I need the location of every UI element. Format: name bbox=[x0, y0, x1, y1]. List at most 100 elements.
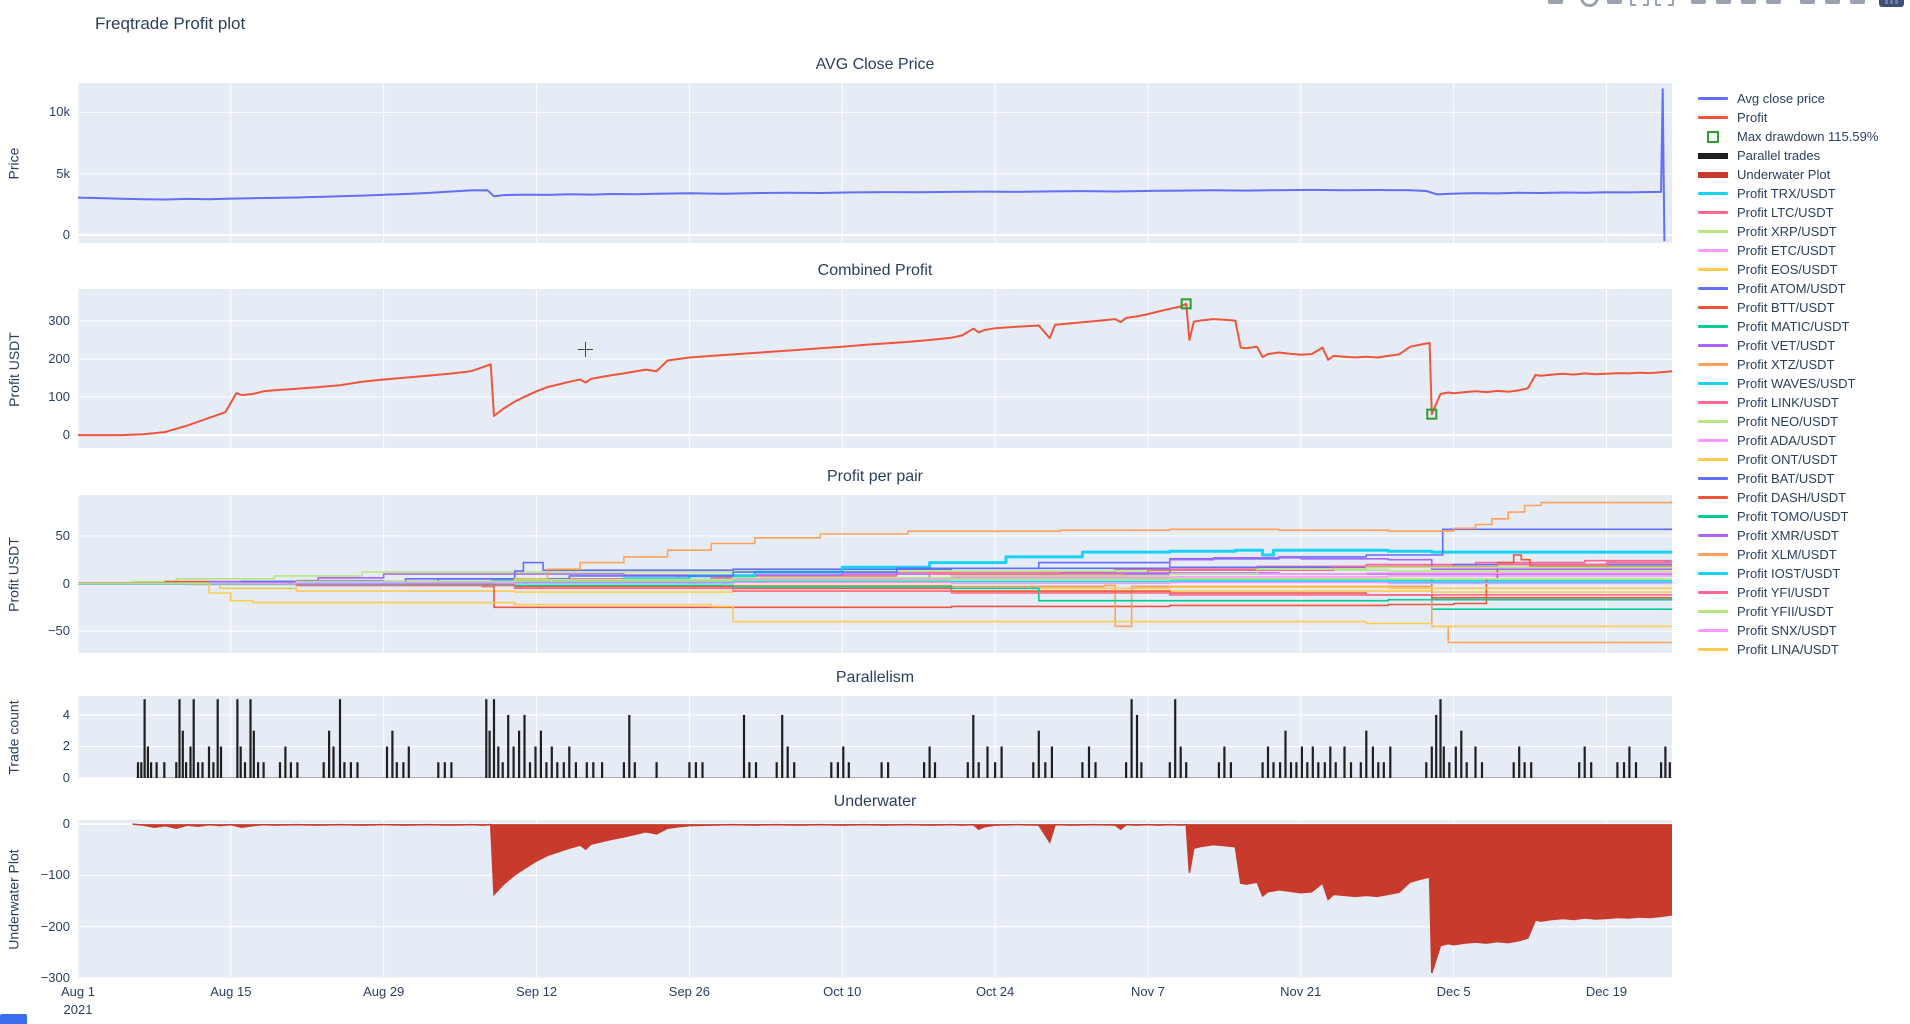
x-tick-label: Aug 15 bbox=[210, 984, 252, 999]
legend-item-profit-neo-usdt[interactable]: Profit NEO/USDT bbox=[1698, 412, 1878, 431]
legend-item-profit-xrp-usdt[interactable]: Profit XRP/USDT bbox=[1698, 222, 1878, 241]
legend-item-profit-eos-usdt[interactable]: Profit EOS/USDT bbox=[1698, 260, 1878, 279]
series-profit-xlm-usdt bbox=[78, 500, 1672, 585]
legend-line-swatch-icon bbox=[1698, 534, 1730, 537]
plot-svg-combined-profit[interactable] bbox=[78, 289, 1672, 448]
legend-item-profit-yfi-usdt[interactable]: Profit YFI/USDT bbox=[1698, 583, 1878, 602]
plot-svg-profit-per-pair[interactable] bbox=[78, 495, 1672, 653]
legend-label: Profit NEO/USDT bbox=[1737, 414, 1839, 429]
x-tick-label: Oct 24 bbox=[975, 984, 1015, 999]
y-tick-label: 300 bbox=[48, 312, 70, 328]
legend-line-swatch-icon bbox=[1698, 629, 1730, 632]
y-tick-label: −200 bbox=[40, 918, 70, 934]
legend-label: Profit VET/USDT bbox=[1737, 338, 1836, 353]
legend-item-profit-matic-usdt[interactable]: Profit MATIC/USDT bbox=[1698, 317, 1878, 336]
legend-label: Profit XRP/USDT bbox=[1737, 224, 1837, 239]
legend-item-max-drawdown-115-59[interactable]: Max drawdown 115.59% bbox=[1698, 127, 1878, 146]
plot-area-combined-profit[interactable] bbox=[78, 289, 1672, 448]
lasso-select-icon[interactable] bbox=[1652, 0, 1677, 8]
zoom-icon[interactable] bbox=[1577, 0, 1602, 8]
hover-closest-icon[interactable] bbox=[1820, 0, 1845, 8]
legend-item-profit-iost-usdt[interactable]: Profit IOST/USDT bbox=[1698, 564, 1878, 583]
legend-label: Profit IOST/USDT bbox=[1737, 566, 1841, 581]
legend-item-profit-btt-usdt[interactable]: Profit BTT/USDT bbox=[1698, 298, 1878, 317]
x-tick-label: Nov 21 bbox=[1280, 984, 1322, 999]
legend-line-swatch-icon bbox=[1698, 439, 1730, 442]
plot-area-avg-close-price[interactable] bbox=[78, 83, 1672, 243]
legend-item-profit-waves-usdt[interactable]: Profit WAVES/USDT bbox=[1698, 374, 1878, 393]
legend-item-profit[interactable]: Profit bbox=[1698, 108, 1878, 127]
plot-svg-underwater[interactable] bbox=[78, 820, 1672, 978]
legend-label: Profit MATIC/USDT bbox=[1737, 319, 1850, 334]
legend-item-profit-yfii-usdt[interactable]: Profit YFII/USDT bbox=[1698, 602, 1878, 621]
y-tick-label: 0 bbox=[62, 816, 70, 832]
legend-item-profit-xmr-usdt[interactable]: Profit XMR/USDT bbox=[1698, 526, 1878, 545]
legend-label: Profit ETC/USDT bbox=[1737, 243, 1836, 258]
legend-item-profit-dash-usdt[interactable]: Profit DASH/USDT bbox=[1698, 488, 1878, 507]
y-tick-label: 0 bbox=[62, 770, 70, 785]
legend-label: Profit TRX/USDT bbox=[1737, 186, 1836, 201]
zoom-out-icon[interactable] bbox=[1711, 0, 1736, 8]
legend-item-profit-xlm-usdt[interactable]: Profit XLM/USDT bbox=[1698, 545, 1878, 564]
toggle-spikelines-icon[interactable] bbox=[1795, 0, 1820, 8]
y-tick-label: 50 bbox=[55, 527, 70, 543]
legend-item-profit-atom-usdt[interactable]: Profit ATOM/USDT bbox=[1698, 279, 1878, 298]
y-tick-label: 100 bbox=[48, 389, 70, 405]
legend-label: Profit bbox=[1737, 110, 1768, 125]
legend-line-swatch-icon bbox=[1698, 325, 1730, 328]
hover-compare-icon[interactable] bbox=[1845, 0, 1870, 8]
legend-item-underwater-plot[interactable]: Underwater Plot bbox=[1698, 165, 1878, 184]
y-tick-label: 200 bbox=[48, 350, 70, 366]
legend-item-profit-etc-usdt[interactable]: Profit ETC/USDT bbox=[1698, 241, 1878, 260]
pan-icon[interactable] bbox=[1602, 0, 1627, 8]
x-tick-label: Oct 10 bbox=[823, 984, 862, 999]
legend: Avg close price Profit Max drawdown 115.59… bbox=[1698, 89, 1878, 659]
legend-item-profit-snx-usdt[interactable]: Profit SNX/USDT bbox=[1698, 621, 1878, 640]
legend-item-profit-xtz-usdt[interactable]: Profit XTZ/USDT bbox=[1698, 355, 1878, 374]
legend-line-swatch-icon bbox=[1698, 230, 1730, 233]
legend-item-profit-ont-usdt[interactable]: Profit ONT/USDT bbox=[1698, 450, 1878, 469]
legend-line-swatch-icon bbox=[1698, 287, 1730, 290]
legend-item-parallel-trades[interactable]: Parallel trades bbox=[1698, 146, 1878, 165]
legend-line-swatch-icon bbox=[1698, 363, 1730, 366]
legend-label: Parallel trades bbox=[1737, 148, 1821, 163]
legend-item-profit-lina-usdt[interactable]: Profit LINA/USDT bbox=[1698, 640, 1878, 659]
plot-svg-parallelism[interactable] bbox=[78, 696, 1672, 778]
legend-square-marker-icon bbox=[1698, 130, 1730, 143]
legend-item-profit-bat-usdt[interactable]: Profit BAT/USDT bbox=[1698, 469, 1878, 488]
legend-item-profit-vet-usdt[interactable]: Profit VET/USDT bbox=[1698, 336, 1878, 355]
legend-label: Profit LINA/USDT bbox=[1737, 642, 1839, 657]
series-profit-bat-usdt bbox=[78, 528, 1672, 585]
reset-axes-icon[interactable] bbox=[1761, 0, 1786, 8]
legend-item-profit-ada-usdt[interactable]: Profit ADA/USDT bbox=[1698, 431, 1878, 450]
legend-item-profit-tomo-usdt[interactable]: Profit TOMO/USDT bbox=[1698, 507, 1878, 526]
download-plot-camera-icon[interactable] bbox=[1543, 0, 1568, 8]
legend-label: Profit LTC/USDT bbox=[1737, 205, 1834, 220]
series-profit-lina-usdt bbox=[78, 582, 1672, 628]
plot-svg-avg-close-price[interactable] bbox=[78, 83, 1672, 243]
legend-item-profit-ltc-usdt[interactable]: Profit LTC/USDT bbox=[1698, 203, 1878, 222]
legend-line-swatch-icon bbox=[1698, 268, 1730, 271]
zoom-in-icon[interactable] bbox=[1686, 0, 1711, 8]
legend-label: Profit XMR/USDT bbox=[1737, 528, 1839, 543]
legend-line-swatch-icon bbox=[1698, 344, 1730, 347]
legend-line-swatch-icon bbox=[1698, 171, 1730, 178]
x-tick-label: Nov 7 bbox=[1130, 984, 1165, 999]
legend-line-swatch-icon bbox=[1698, 401, 1730, 404]
y-tick-label: 0 bbox=[62, 427, 70, 443]
legend-item-profit-link-usdt[interactable]: Profit LINK/USDT bbox=[1698, 393, 1878, 412]
subplot-title-parallelism: Parallelism bbox=[835, 669, 915, 686]
max-drawdown-marker-1 bbox=[1180, 298, 1192, 310]
plotly-modebar bbox=[1534, 0, 1904, 8]
series-avg-close-price bbox=[78, 88, 1666, 242]
legend-line-swatch-icon bbox=[1698, 553, 1730, 556]
plotly-logo-icon[interactable] bbox=[1879, 0, 1904, 8]
legend-item-profit-trx-usdt[interactable]: Profit TRX/USDT bbox=[1698, 184, 1878, 203]
y-tick-label: 5k bbox=[56, 165, 70, 181]
autoscale-icon[interactable] bbox=[1736, 0, 1761, 8]
modebar-group bbox=[1577, 0, 1677, 8]
box-select-icon[interactable] bbox=[1627, 0, 1652, 8]
y-tick-label: 0 bbox=[62, 575, 70, 591]
legend-item-avg-close-price[interactable]: Avg close price bbox=[1698, 89, 1878, 108]
legend-line-swatch-icon bbox=[1698, 152, 1730, 159]
